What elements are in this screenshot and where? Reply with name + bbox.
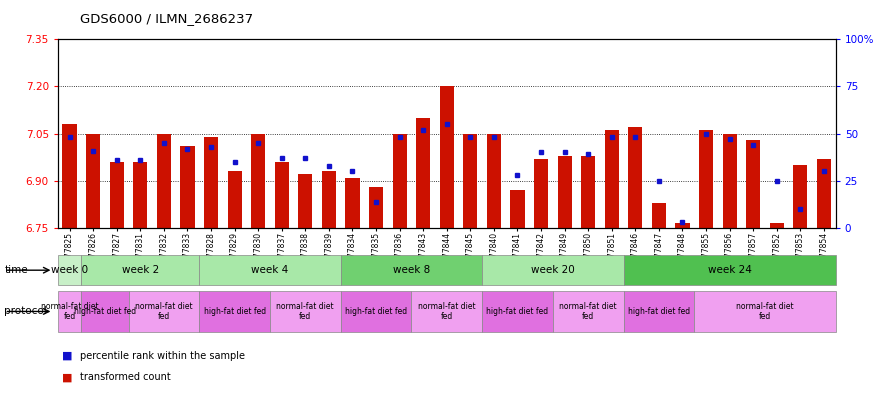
Bar	[440, 86, 453, 228]
Bar	[793, 165, 807, 228]
Bar	[510, 190, 525, 228]
Bar	[581, 156, 596, 228]
Bar	[746, 140, 760, 228]
Text: week 0: week 0	[51, 265, 88, 275]
Bar	[629, 127, 643, 228]
Text: percentile rank within the sample: percentile rank within the sample	[80, 351, 245, 361]
Text: normal-fat diet
fed: normal-fat diet fed	[418, 302, 476, 321]
Bar	[676, 223, 690, 228]
Bar	[345, 178, 359, 228]
Bar	[251, 134, 265, 228]
Bar	[180, 146, 195, 228]
Bar	[133, 162, 148, 228]
Bar	[86, 134, 100, 228]
Bar	[652, 203, 666, 228]
Text: week 8: week 8	[393, 265, 430, 275]
Text: normal-fat diet
fed: normal-fat diet fed	[135, 302, 193, 321]
Bar	[322, 171, 336, 228]
Bar	[723, 134, 737, 228]
Bar	[416, 118, 430, 228]
Bar	[156, 134, 171, 228]
Text: GDS6000 / ILMN_2686237: GDS6000 / ILMN_2686237	[80, 12, 253, 25]
Text: ■: ■	[62, 372, 73, 382]
Bar	[298, 174, 312, 228]
Bar	[463, 134, 477, 228]
Bar	[369, 187, 383, 228]
Text: week 2: week 2	[122, 265, 159, 275]
Text: normal-fat diet
fed: normal-fat diet fed	[736, 302, 794, 321]
Text: week 24: week 24	[708, 265, 751, 275]
Bar	[817, 159, 831, 228]
Text: high-fat diet fed: high-fat diet fed	[204, 307, 266, 316]
Text: transformed count: transformed count	[80, 372, 171, 382]
Bar	[109, 162, 124, 228]
Text: high-fat diet fed: high-fat diet fed	[345, 307, 407, 316]
Text: normal-fat diet
fed: normal-fat diet fed	[559, 302, 617, 321]
Bar	[605, 130, 619, 228]
Text: high-fat diet fed: high-fat diet fed	[74, 307, 136, 316]
Text: week 20: week 20	[531, 265, 574, 275]
Text: protocol: protocol	[4, 307, 47, 316]
Text: normal-fat diet
fed: normal-fat diet fed	[41, 302, 99, 321]
Bar	[557, 156, 572, 228]
Text: week 4: week 4	[252, 265, 289, 275]
Bar	[534, 159, 549, 228]
Text: time: time	[4, 265, 28, 275]
Text: high-fat diet fed: high-fat diet fed	[628, 307, 690, 316]
Bar	[699, 130, 713, 228]
Text: ■: ■	[62, 351, 73, 361]
Bar	[62, 124, 76, 228]
Bar	[204, 137, 218, 228]
Bar	[487, 134, 501, 228]
Bar	[393, 134, 406, 228]
Bar	[275, 162, 289, 228]
Text: high-fat diet fed: high-fat diet fed	[486, 307, 549, 316]
Text: normal-fat diet
fed: normal-fat diet fed	[276, 302, 334, 321]
Bar	[228, 171, 242, 228]
Bar	[770, 223, 784, 228]
